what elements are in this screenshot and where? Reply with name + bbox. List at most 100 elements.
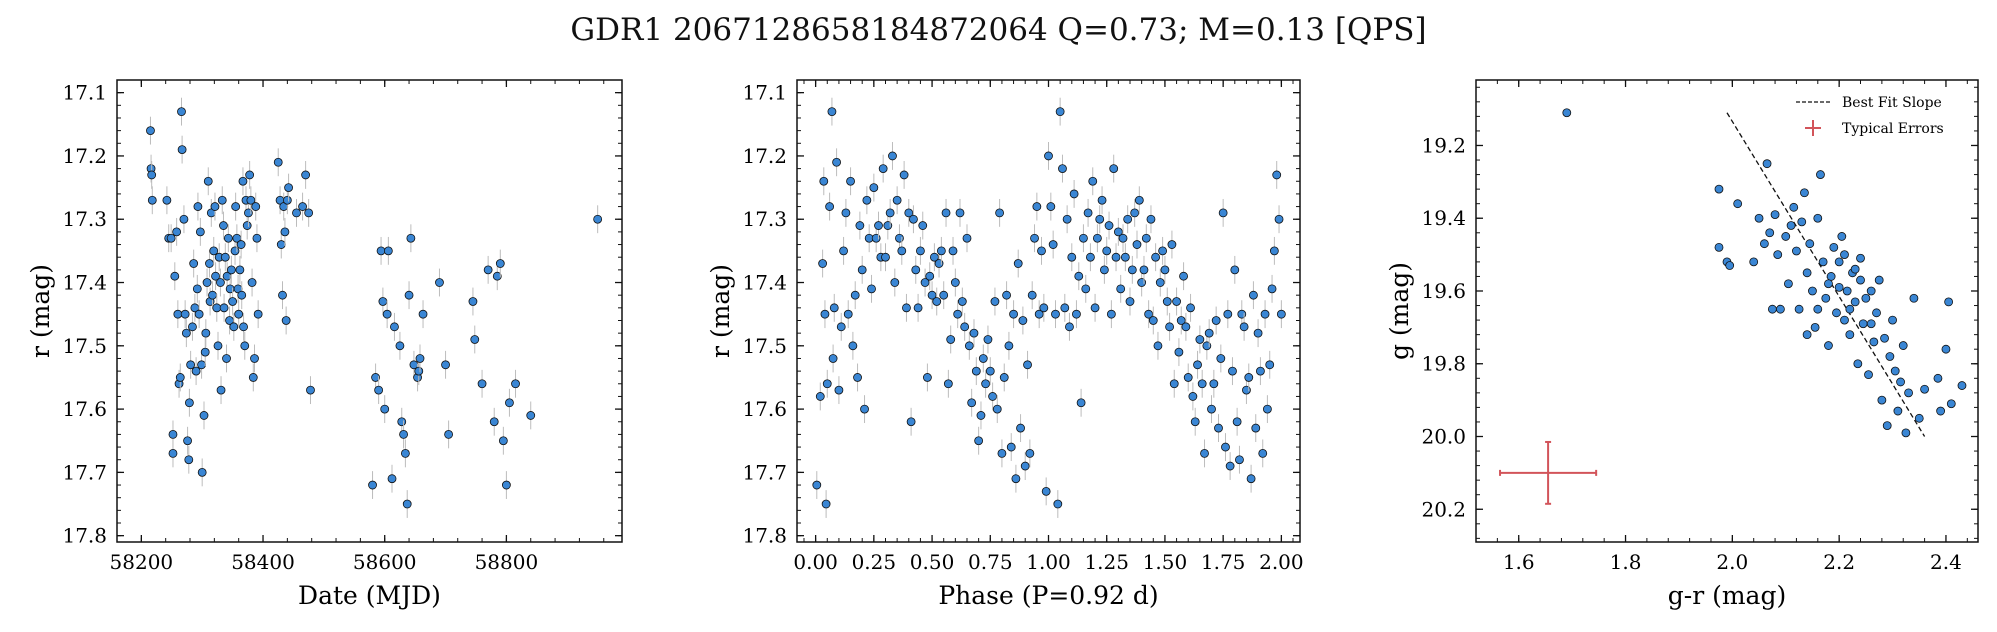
data-point bbox=[593, 214, 603, 224]
data-point bbox=[1062, 214, 1072, 224]
data-point bbox=[1235, 455, 1244, 465]
y-tick-label: 20.2 bbox=[1421, 497, 1466, 521]
data-point bbox=[1165, 322, 1174, 332]
data-point bbox=[1058, 164, 1067, 174]
data-point bbox=[177, 107, 186, 117]
x-tick-label: 58800 bbox=[475, 550, 539, 574]
data-point bbox=[1221, 442, 1230, 452]
data-point bbox=[1151, 252, 1161, 262]
data-point bbox=[1781, 232, 1791, 241]
data-point bbox=[1123, 214, 1133, 224]
data-point bbox=[1808, 286, 1817, 296]
data-point bbox=[992, 404, 1002, 414]
data-point bbox=[1249, 290, 1258, 300]
data-point bbox=[1824, 279, 1833, 289]
data-point bbox=[927, 290, 937, 300]
y-tick-label: 17.3 bbox=[62, 207, 107, 231]
data-point bbox=[184, 455, 194, 465]
data-point bbox=[1218, 208, 1228, 218]
data-point bbox=[974, 436, 984, 446]
data-point bbox=[252, 233, 262, 243]
data-point bbox=[1195, 335, 1205, 344]
data-point bbox=[1155, 278, 1165, 287]
data-point bbox=[1228, 366, 1237, 376]
data-point bbox=[216, 278, 225, 287]
data-point bbox=[1861, 293, 1871, 303]
data-point bbox=[862, 195, 872, 205]
y-tick-label: 20.0 bbox=[1421, 425, 1466, 449]
data-point bbox=[1800, 188, 1809, 198]
data-point bbox=[1214, 423, 1223, 433]
data-point bbox=[1018, 316, 1028, 325]
data-point bbox=[978, 354, 988, 363]
data-point bbox=[147, 170, 157, 180]
data-point bbox=[1802, 268, 1812, 278]
data-point bbox=[1113, 227, 1123, 237]
x-tick-label: 1.50 bbox=[1143, 550, 1188, 574]
data-point bbox=[971, 366, 981, 376]
data-point bbox=[920, 278, 930, 287]
data-point bbox=[946, 335, 956, 344]
data-point bbox=[306, 385, 315, 395]
data-point bbox=[967, 398, 977, 408]
data-point bbox=[1167, 240, 1177, 249]
data-point bbox=[818, 259, 828, 268]
data-point bbox=[1789, 202, 1799, 212]
x-axis-label: g-r (mag) bbox=[1668, 581, 1786, 610]
data-point bbox=[166, 233, 176, 243]
data-point bbox=[1099, 265, 1109, 275]
data-point bbox=[1146, 214, 1156, 224]
data-point bbox=[1216, 354, 1226, 363]
data-point bbox=[1792, 246, 1801, 256]
data-point bbox=[230, 246, 240, 256]
data-point bbox=[899, 170, 909, 180]
data-point bbox=[180, 309, 190, 319]
data-point bbox=[175, 373, 185, 382]
legend-label: Typical Errors bbox=[1842, 121, 1944, 137]
y-axis-label: g (mag) bbox=[1385, 262, 1414, 360]
data-point bbox=[1816, 170, 1825, 179]
data-point bbox=[1858, 319, 1868, 329]
y-tick-label: 17.5 bbox=[742, 334, 787, 358]
data-point bbox=[1104, 221, 1114, 230]
data-point bbox=[1773, 250, 1783, 260]
data-point bbox=[1055, 107, 1065, 117]
x-tick-label: 2.4 bbox=[1930, 550, 1962, 574]
data-point bbox=[1946, 399, 1956, 409]
data-point bbox=[846, 176, 855, 186]
data-point bbox=[999, 373, 1009, 382]
data-point bbox=[368, 480, 377, 490]
data-point bbox=[1125, 297, 1135, 306]
legend-errorbar-icon bbox=[1805, 120, 1821, 136]
data-point bbox=[1258, 448, 1268, 458]
data-point bbox=[147, 195, 157, 205]
data-point bbox=[1850, 297, 1860, 307]
data-point bbox=[1251, 423, 1261, 433]
data-point bbox=[1037, 246, 1046, 256]
data-point bbox=[1904, 388, 1913, 398]
data-point bbox=[1027, 290, 1037, 300]
data-point bbox=[281, 316, 291, 325]
data-point bbox=[382, 309, 392, 319]
data-point bbox=[828, 354, 838, 363]
data-point bbox=[1009, 309, 1018, 319]
data-point bbox=[969, 328, 979, 338]
data-point bbox=[1262, 404, 1272, 414]
data-point bbox=[1762, 159, 1772, 169]
y-axis-label: r (mag) bbox=[706, 264, 735, 358]
data-point bbox=[236, 240, 246, 249]
data-point bbox=[378, 297, 388, 306]
data-point bbox=[253, 309, 263, 319]
data-point bbox=[1065, 322, 1074, 332]
data-point bbox=[1134, 195, 1144, 205]
data-point bbox=[855, 221, 865, 230]
data-point bbox=[869, 183, 879, 192]
data-point bbox=[1898, 341, 1908, 350]
data-point bbox=[936, 246, 946, 256]
data-point bbox=[228, 297, 238, 306]
data-point bbox=[1034, 309, 1044, 319]
data-point bbox=[953, 309, 963, 319]
data-point bbox=[1733, 199, 1743, 209]
data-point bbox=[1850, 264, 1860, 274]
data-point bbox=[1181, 322, 1191, 332]
